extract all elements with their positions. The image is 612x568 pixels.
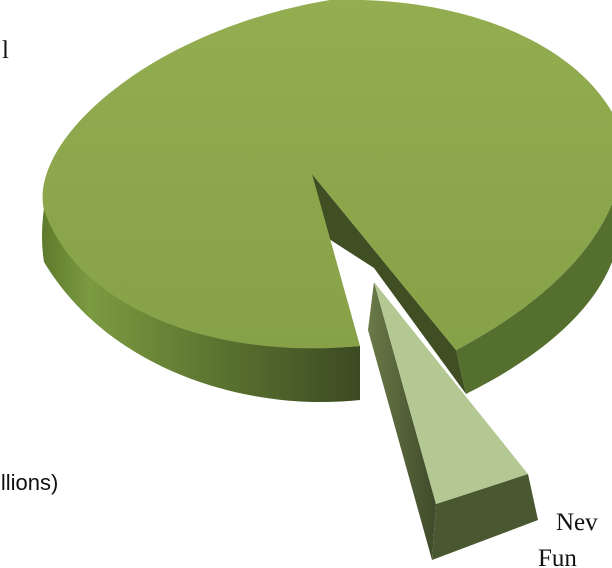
pie-slice-small-side-end: [432, 474, 538, 560]
pie-slice-main-cut-face: [312, 174, 466, 394]
pie-slice-small-side: [368, 282, 436, 560]
pie-slice-main-top: [42, 0, 612, 350]
pie-slice-main-side: [42, 208, 360, 403]
pie-slice-main: [42, 0, 612, 403]
slice-label-line-2: Fun: [538, 545, 577, 568]
slice-label-line-1: Nev: [556, 509, 598, 536]
axis-fragment-label: illions): [0, 470, 58, 495]
pie-slice-small-top: [374, 282, 528, 504]
pie-slice-main-side-right: [456, 204, 612, 394]
pie-slice-small: [368, 282, 538, 560]
top-left-fragment-label: l: [2, 37, 9, 64]
